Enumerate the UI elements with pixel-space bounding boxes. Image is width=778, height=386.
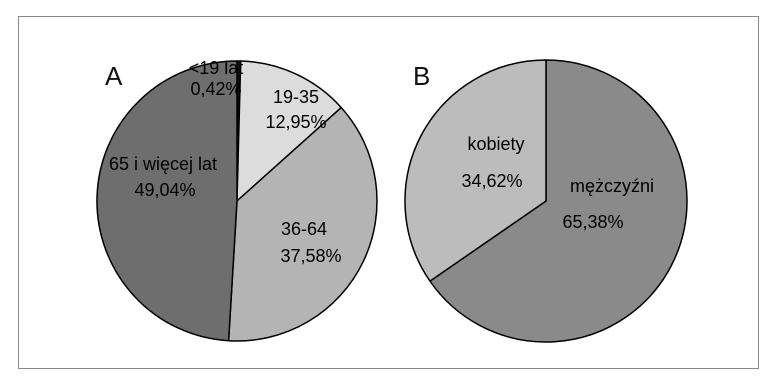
pie-chart-b: B kobiety 34,62% mężczyźni 65,38% (404, 59, 688, 343)
slice-label-19-35: 19-35 (273, 87, 319, 107)
pie-slice-b-0 (429, 59, 688, 343)
slice-value-36-64: 37,58% (280, 246, 341, 266)
panel-label-b: B (413, 61, 430, 91)
slice-label-65-plus: 65 i więcej lat (109, 154, 217, 174)
slice-label-mezczyzni: mężczyźni (570, 176, 654, 196)
slice-label-under-19: <19 lat (189, 58, 244, 78)
slice-value-19-35: 12,95% (265, 112, 326, 132)
panel-label-a: A (105, 61, 123, 91)
pie-slice-a-2 (227, 106, 378, 342)
pie-slice-a-1 (236, 60, 343, 202)
figure-frame (18, 16, 759, 369)
slice-label-kobiety: kobiety (467, 134, 524, 154)
slice-value-under-19: 0,42% (190, 79, 241, 99)
slice-label-36-64: 36-64 (281, 219, 327, 239)
slice-value-65-plus: 49,04% (134, 180, 195, 200)
pie-chart-a: A <19 lat 0,42% 19-35 12,95% 36-64 37,58… (96, 58, 378, 342)
slice-value-mezczyzni: 65,38% (562, 212, 623, 232)
slice-value-kobiety: 34,62% (461, 171, 522, 191)
pie-slice-a-3 (96, 60, 238, 342)
pie-slice-b-1 (404, 59, 547, 282)
